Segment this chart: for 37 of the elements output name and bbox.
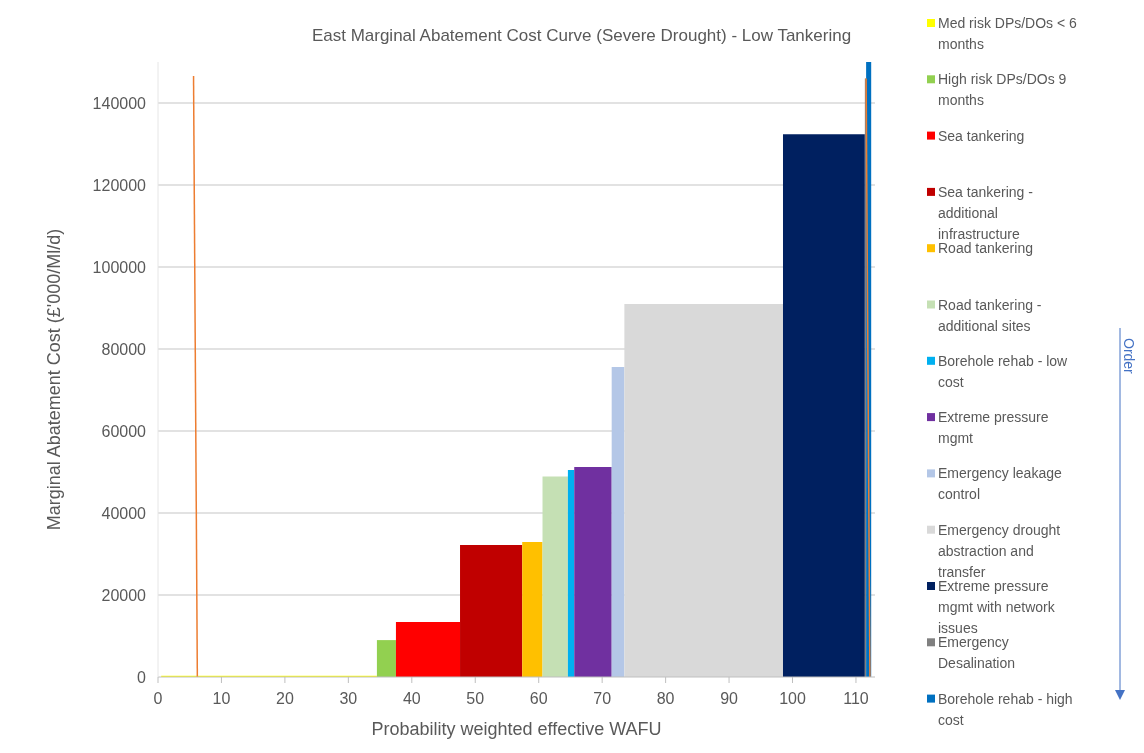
x-tick-label: 60 (529, 690, 548, 707)
legend-label: Road tankering - additional sites (938, 296, 1042, 334)
legend-label: Extreme pressure mgmt (938, 409, 1049, 447)
y-tick-label: 80000 (101, 341, 147, 358)
legend-label: Emergency Desalination (938, 634, 1016, 672)
legend-label: Emergency drought abstraction and transfer (938, 521, 1061, 580)
x-tick-label: 0 (153, 690, 163, 707)
x-tick-label: 20 (276, 690, 294, 707)
x-tick-label: 110 (843, 690, 869, 707)
x-tick-label: 70 (593, 690, 612, 707)
x-tick-label: 10 (212, 690, 231, 707)
legend-label: Sea tankering (938, 127, 1025, 144)
y-axis-title: Marginal Abatement Cost (£'000/Ml/d) (44, 228, 64, 531)
x-tick-label: 80 (656, 690, 675, 707)
legend-label: Borehole rehab - high cost (938, 690, 1073, 728)
legend-label: Extreme pressure mgmt with network issues (938, 578, 1056, 636)
y-tick-label: 0 (137, 669, 147, 686)
legend-label: Emergency leakage control (938, 465, 1062, 503)
y-tick-label: 100000 (92, 259, 147, 276)
x-tick-label: 90 (720, 690, 739, 707)
y-tick-label: 40000 (101, 505, 147, 522)
x-tick-label: 100 (779, 690, 806, 707)
legend-label: Road tankering (938, 240, 1033, 257)
y-tick-label: 60000 (101, 423, 147, 440)
x-tick-label: 40 (402, 690, 421, 707)
chart-title: East Marginal Abatement Cost Curve (Severe Drought) - Low Tankering (311, 26, 852, 45)
y-tick-label: 140000 (92, 95, 147, 112)
x-tick-label: 50 (466, 690, 485, 707)
text: Order (1121, 338, 1137, 375)
x-axis-title: Probability weighted effective WAFU (371, 719, 662, 739)
x-tick-label: 30 (339, 690, 358, 707)
legend-label: Med risk DPs/DOs < 6 months (938, 15, 1078, 52)
legend-label: Sea tankering - additional infrastructure (938, 183, 1034, 242)
y-tick-label: 120000 (92, 177, 147, 194)
legend-label: High risk DPs/DOs 9 months (938, 71, 1067, 109)
legend-label: Borehole rehab - low cost (938, 352, 1069, 390)
y-tick-label: 20000 (101, 587, 147, 604)
